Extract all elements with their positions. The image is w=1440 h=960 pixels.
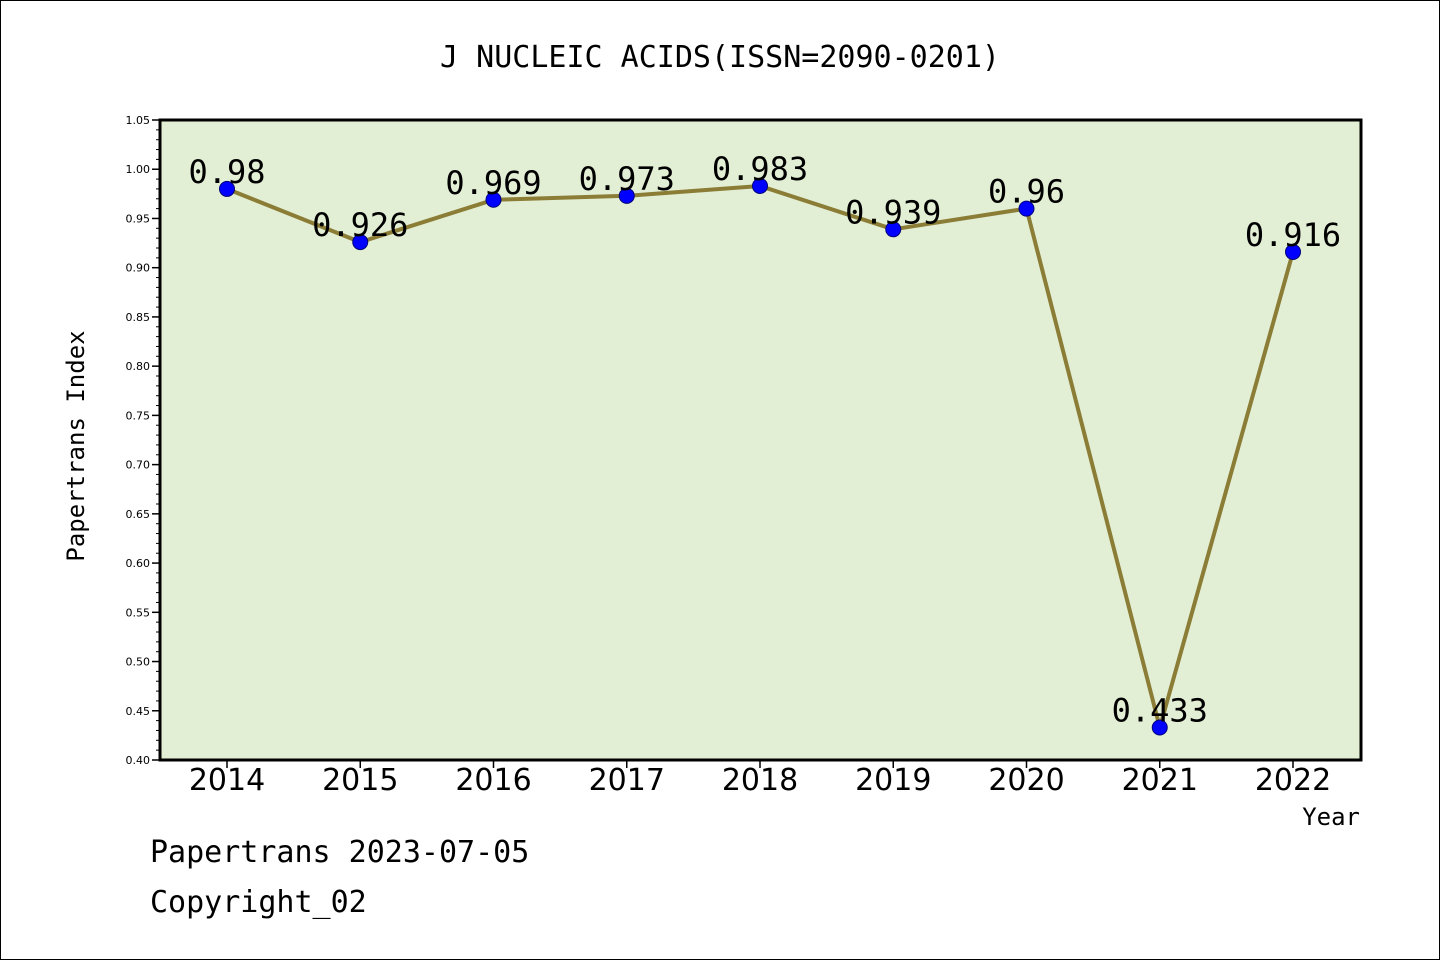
y-axis: 0.40 0.45 0.50 0.55 0.60 0.65 0.70 0.75 0.80 0.85… bbox=[126, 114, 160, 767]
data-point bbox=[618, 187, 635, 204]
data-labels: 0.98 0.926 0.969 0.973 0.983 0.939 0.96 0.433 0.… bbox=[188, 150, 1341, 730]
data-point bbox=[352, 234, 369, 251]
y-tick-label: 0.90 bbox=[126, 262, 151, 275]
x-tick-label: 2022 bbox=[1255, 763, 1331, 798]
x-tick-label: 2015 bbox=[322, 763, 398, 798]
data-point bbox=[219, 180, 235, 197]
data-point bbox=[885, 221, 902, 238]
y-tick-label: 0.45 bbox=[126, 705, 151, 718]
x-tick-label: 2020 bbox=[988, 763, 1064, 798]
data-point bbox=[1285, 243, 1301, 260]
data-label: 0.96 bbox=[988, 173, 1065, 211]
y-tick-label: 0.55 bbox=[126, 606, 151, 619]
x-axis: 2014 2015 2016 2017 2018 2019 2020 2021 2022 bbox=[189, 760, 1331, 798]
x-tick-label: 2019 bbox=[855, 763, 931, 798]
data-label: 0.98 bbox=[188, 153, 265, 191]
y-tick-label: 1.00 bbox=[126, 163, 151, 176]
data-label: 0.983 bbox=[712, 150, 808, 188]
y-tick-label: 0.70 bbox=[126, 459, 151, 472]
y-tick-label: 0.40 bbox=[126, 754, 151, 767]
data-markers bbox=[219, 177, 1301, 736]
y-tick-label: 0.65 bbox=[126, 508, 151, 521]
y-axis-title: Papertrans Index bbox=[62, 330, 90, 561]
y-tick-label: 1.05 bbox=[126, 114, 151, 127]
footer-copyright: Copyright_02 bbox=[150, 885, 367, 920]
y-tick-label: 0.75 bbox=[126, 409, 151, 422]
data-label: 0.969 bbox=[445, 164, 541, 202]
y-tick-label: 0.60 bbox=[126, 557, 151, 570]
y-tick-label: 0.95 bbox=[126, 212, 151, 225]
data-label: 0.939 bbox=[845, 193, 941, 231]
data-label: 0.433 bbox=[1112, 692, 1208, 730]
y-tick-label: 0.80 bbox=[126, 360, 151, 373]
data-label: 0.926 bbox=[312, 206, 408, 244]
data-point bbox=[752, 177, 768, 194]
x-tick-label: 2016 bbox=[455, 763, 531, 798]
x-tick-label: 2021 bbox=[1122, 763, 1198, 798]
data-point bbox=[485, 191, 502, 208]
y-tick-label: 0.85 bbox=[126, 311, 151, 324]
x-tick-label: 2017 bbox=[589, 763, 665, 798]
plot-area bbox=[158, 118, 1363, 762]
data-point bbox=[1151, 719, 1168, 736]
data-point bbox=[1018, 200, 1035, 217]
x-tick-label: 2018 bbox=[722, 763, 798, 798]
chart-title: J NUCLEIC ACIDS(ISSN=2090-0201) bbox=[440, 40, 1000, 75]
data-label: 0.973 bbox=[579, 160, 675, 198]
y-tick-label: 0.50 bbox=[126, 656, 151, 669]
x-tick-label: 2014 bbox=[189, 763, 265, 798]
data-label: 0.916 bbox=[1245, 216, 1341, 254]
footer-date: Papertrans 2023-07-05 bbox=[150, 835, 530, 870]
x-axis-title: Year bbox=[1302, 803, 1360, 831]
